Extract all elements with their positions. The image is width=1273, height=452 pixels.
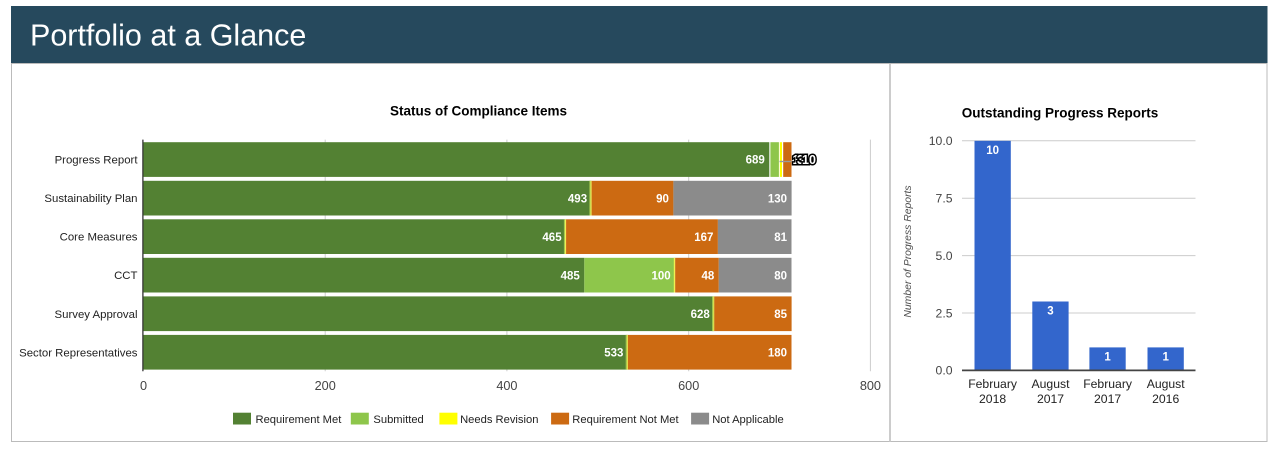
- svg-text:February: February: [1083, 377, 1133, 391]
- svg-text:10.0: 10.0: [929, 134, 953, 148]
- svg-text:Status of Compliance Items: Status of Compliance Items: [390, 104, 567, 119]
- svg-text:2017: 2017: [1094, 392, 1121, 406]
- svg-text:180: 180: [768, 348, 787, 360]
- svg-text:Portfolio at a Glance: Portfolio at a Glance: [30, 19, 306, 53]
- svg-text:600: 600: [678, 379, 699, 393]
- svg-text:130: 130: [768, 193, 787, 205]
- svg-text:85: 85: [774, 309, 787, 321]
- svg-text:August: August: [1147, 377, 1186, 391]
- svg-text:3: 3: [797, 153, 804, 167]
- svg-text:Survey Approval: Survey Approval: [55, 309, 138, 321]
- svg-text:10: 10: [802, 153, 816, 167]
- svg-text:100: 100: [652, 270, 671, 282]
- svg-text:Not Applicable: Not Applicable: [712, 414, 784, 426]
- svg-text:167: 167: [694, 232, 713, 244]
- svg-text:800: 800: [860, 379, 881, 393]
- svg-text:1: 1: [1104, 351, 1111, 363]
- svg-text:August: August: [1032, 377, 1071, 391]
- svg-text:2.5: 2.5: [936, 306, 953, 320]
- svg-text:485: 485: [561, 270, 581, 282]
- svg-text:2017: 2017: [1037, 392, 1064, 406]
- svg-text:CCT: CCT: [114, 270, 137, 282]
- svg-text:90: 90: [656, 193, 669, 205]
- svg-text:533: 533: [604, 348, 623, 360]
- svg-text:81: 81: [774, 232, 787, 244]
- svg-text:0: 0: [140, 379, 147, 393]
- svg-text:628: 628: [691, 309, 711, 321]
- svg-text:0.0: 0.0: [936, 364, 953, 378]
- svg-text:Number of Progress Reports: Number of Progress Reports: [903, 185, 914, 317]
- svg-text:465: 465: [542, 232, 562, 244]
- svg-text:Requirement Met: Requirement Met: [256, 414, 343, 426]
- svg-text:10: 10: [793, 153, 807, 167]
- svg-text:Outstanding Progress Reports: Outstanding Progress Reports: [962, 106, 1159, 121]
- svg-text:5.0: 5.0: [936, 249, 953, 263]
- svg-text:Core Measures: Core Measures: [60, 232, 138, 244]
- svg-text:80: 80: [774, 270, 787, 282]
- svg-text:Needs Revision: Needs Revision: [460, 414, 538, 426]
- svg-text:Submitted: Submitted: [373, 414, 423, 426]
- svg-text:689: 689: [746, 155, 765, 167]
- svg-text:3: 3: [1047, 306, 1053, 318]
- svg-text:7.5: 7.5: [936, 192, 953, 206]
- svg-text:Sector Representatives: Sector Representatives: [19, 347, 138, 359]
- svg-text:400: 400: [496, 379, 517, 393]
- svg-text:200: 200: [315, 379, 336, 393]
- svg-text:Sustainability Plan: Sustainability Plan: [44, 193, 137, 205]
- svg-text:February: February: [968, 377, 1018, 391]
- svg-text:2018: 2018: [979, 392, 1006, 406]
- svg-text:48: 48: [702, 270, 715, 282]
- svg-text:1: 1: [1162, 351, 1169, 363]
- svg-text:Progress Report: Progress Report: [55, 155, 139, 167]
- svg-text:2016: 2016: [1152, 392, 1179, 406]
- svg-text:493: 493: [568, 193, 587, 205]
- svg-text:10: 10: [986, 145, 999, 157]
- svg-text:Requirement Not Met: Requirement Not Met: [572, 414, 679, 426]
